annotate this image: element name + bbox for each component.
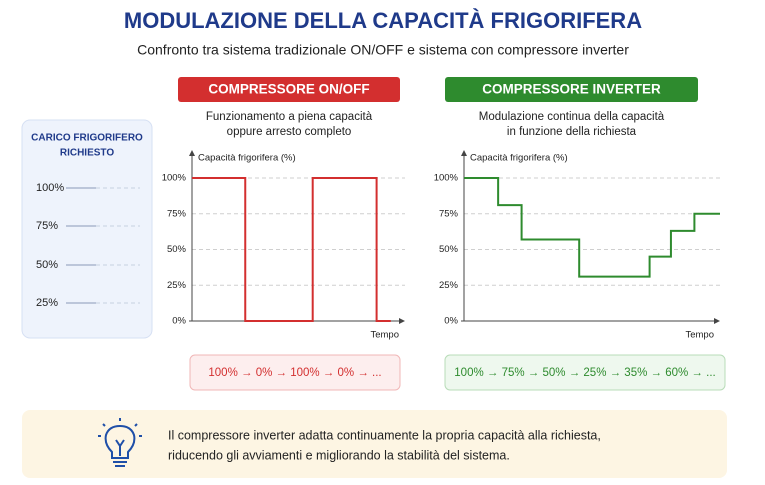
y-tick-label: 75% — [167, 208, 187, 219]
side-title: RICHIESTO — [60, 148, 114, 159]
chart-header — [178, 77, 400, 102]
side-title: CARICO FRIGORIFERO — [31, 133, 143, 144]
chart-subtitle: Modulazione continua della capacità — [479, 111, 665, 123]
level-label: 75% — [36, 220, 58, 232]
sequence-text: 100% → 0% → 100% → 0% → ... — [208, 367, 381, 379]
chart-subtitle: in funzione della richiesta — [507, 126, 637, 138]
x-axis-label: Tempo — [685, 330, 714, 341]
title: MODULAZIONE DELLA CAPACITÀ FRIGORIFERA — [124, 8, 642, 33]
note-box — [22, 410, 727, 478]
y-tick-label: 75% — [439, 208, 459, 219]
y-tick-label: 50% — [167, 244, 187, 255]
y-tick-label: 50% — [439, 244, 459, 255]
note-text: riducendo gli avviamenti e migliorando l… — [168, 448, 510, 462]
y-tick-label: 25% — [167, 280, 187, 291]
y-tick-label: 100% — [434, 173, 459, 184]
chart-subtitle: oppure arresto completo — [227, 126, 352, 138]
y-axis-label: Capacità frigorifera (%) — [198, 153, 296, 164]
level-label: 50% — [36, 259, 58, 271]
level-label: 25% — [36, 297, 58, 309]
subtitle: Confronto tra sistema tradizionale ON/OF… — [137, 42, 629, 58]
y-tick-label: 0% — [444, 316, 458, 327]
y-tick-label: 100% — [162, 173, 187, 184]
y-axis-label: Capacità frigorifera (%) — [470, 153, 568, 164]
chart-title: COMPRESSORE ON/OFF — [208, 82, 369, 97]
sequence-text: 100% → 75% → 50% → 25% → 35% → 60% → ... — [454, 367, 715, 379]
axis-arrow — [461, 150, 467, 156]
axis-arrow — [399, 318, 405, 324]
bulb-icon — [98, 418, 142, 467]
level-label: 100% — [36, 182, 64, 194]
step-line — [464, 177, 720, 278]
chart-title: COMPRESSORE INVERTER — [482, 82, 661, 97]
axis-arrow — [189, 150, 195, 156]
note-text: Il compressore inverter adatta continuam… — [168, 428, 601, 442]
side-panel — [21, 119, 153, 339]
y-tick-label: 0% — [172, 316, 186, 327]
axis-arrow — [714, 318, 720, 324]
chart-header — [445, 77, 698, 102]
x-axis-label: Tempo — [370, 330, 399, 341]
y-tick-label: 25% — [439, 280, 459, 291]
sequence-box — [444, 354, 726, 391]
chart-subtitle: Funzionamento a piena capacità — [206, 111, 373, 123]
sequence-box — [189, 354, 401, 391]
step-line — [192, 177, 391, 322]
